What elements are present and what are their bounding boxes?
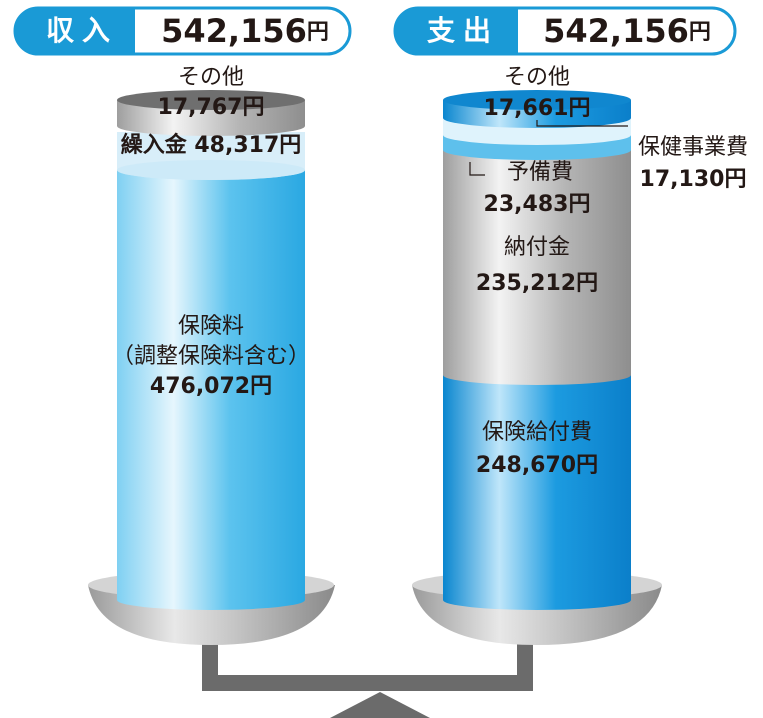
item-name: その他 [504, 65, 570, 90]
item-name: 予備費 [507, 160, 573, 185]
item-name: 保健事業費 [638, 135, 748, 160]
cylinder-segment [443, 375, 631, 610]
heading: 収入 [46, 14, 118, 47]
item-amount: 476,072円 [150, 374, 272, 399]
item-name: その他 [178, 65, 244, 90]
item-note: （調整保険料含む） [112, 344, 310, 369]
total: 542,156円 [543, 12, 711, 50]
item-label: 繰入金 48,317円 [121, 132, 302, 158]
item-amount: 17,767円 [158, 95, 265, 120]
cylinder-seam [117, 160, 305, 180]
item-amount: 17,130円 [640, 167, 747, 192]
cylinder-segment [443, 150, 631, 385]
heading: 支出 [427, 14, 499, 47]
total-unit: 円 [689, 20, 711, 45]
total: 542,156円 [161, 12, 329, 50]
item-amount: 17,661円 [484, 96, 591, 121]
total-value: 542,156 [161, 12, 307, 50]
balance-infographic: 収入 542,156円 支出 542,156円 その他 17,767円 繰入金 … [0, 0, 763, 718]
item-name: 保険給付費 [482, 420, 592, 445]
item-amount: 248,670円 [476, 453, 598, 478]
item-name: 保険料 [178, 314, 244, 339]
total-unit: 円 [307, 20, 329, 45]
item-name: 納付金 [504, 235, 570, 260]
scale-arm [210, 640, 525, 683]
scale-base [330, 692, 430, 718]
item-amount: 23,483円 [484, 192, 591, 217]
item-amount: 235,212円 [476, 271, 598, 296]
total-value: 542,156 [543, 12, 689, 50]
